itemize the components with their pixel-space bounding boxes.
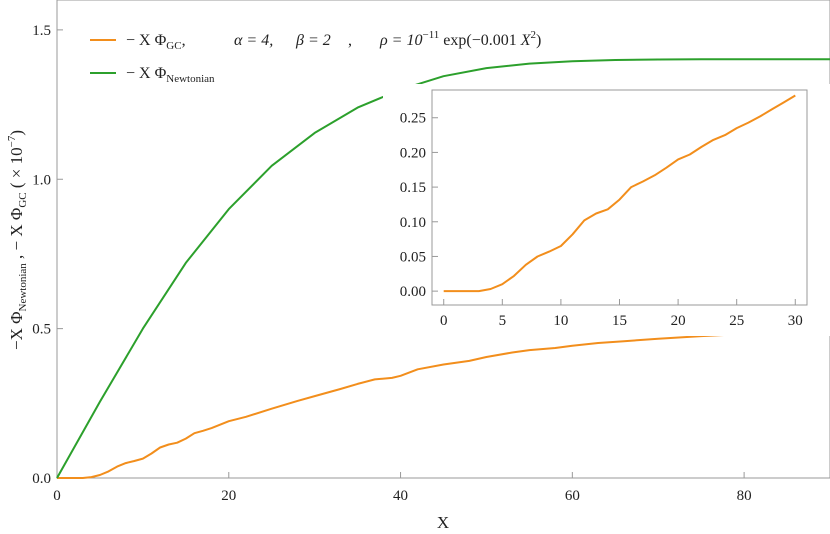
series-line-1	[56, 58, 830, 479]
x-tick-label: 0	[440, 313, 448, 329]
x-tick-label: 80	[737, 488, 752, 504]
y-tick-label: 0.15	[400, 180, 426, 196]
y-tick-label: 0.05	[400, 249, 426, 265]
main-y-ticks: 0.0 0.5 1.0 1.5	[32, 23, 63, 487]
legend-label-gc: − X ΦGC, α = 4, β = 2 , ρ = 10−11 exp(−0…	[126, 29, 541, 52]
inset-y-ticks: 0.00 0.05 0.10 0.15 0.20 0.25	[400, 111, 438, 300]
legend-label-newtonian: − X ΦNewtonian	[126, 65, 215, 85]
inset-series	[443, 94, 796, 293]
legend: − X ΦGC, α = 4, β = 2 , ρ = 10−11 exp(−0…	[90, 29, 541, 85]
y-tick-label: 0.5	[32, 322, 51, 338]
x-tick-label: 5	[499, 313, 507, 329]
x-tick-label: 30	[788, 313, 803, 329]
x-tick-label: 10	[553, 313, 568, 329]
x-tick-label: 0	[53, 488, 61, 504]
x-tick-label: 15	[612, 313, 627, 329]
series-line-0	[57, 328, 830, 479]
y-tick-label: 0.25	[400, 111, 426, 127]
y-tick-label: 1.5	[32, 23, 51, 39]
inset-axes: 0 5 10 15 20 25 30 0.00 0.05 0.10 0.15 0.20 0.25	[383, 84, 830, 336]
x-axis-label: X	[437, 513, 449, 532]
x-tick-label: 20	[221, 488, 236, 504]
x-tick-label: 60	[565, 488, 580, 504]
y-tick-label: 0.10	[400, 215, 426, 231]
main-axes: 0 20 40 60 80 0.0 0.5 1.0 1.5	[32, 0, 830, 504]
y-tick-label: 0.0	[32, 471, 51, 487]
y-tick-label: 0.00	[400, 284, 426, 300]
main-series	[56, 58, 830, 479]
y-tick-label: 0.20	[400, 145, 426, 161]
y-axis-label: −X ΦNewtonian , − X ΦGC ( × 10−7)	[6, 130, 29, 350]
series-line-0	[443, 94, 796, 293]
x-tick-label: 25	[729, 313, 744, 329]
main-plot-frame	[56, 0, 830, 479]
y-tick-label: 1.0	[32, 172, 51, 188]
inset-x-ticks: 0 5 10 15 20 25 30	[440, 299, 803, 329]
x-tick-label: 20	[671, 313, 686, 329]
main-x-ticks: 0 20 40 60 80	[53, 472, 752, 504]
x-tick-label: 40	[393, 488, 408, 504]
